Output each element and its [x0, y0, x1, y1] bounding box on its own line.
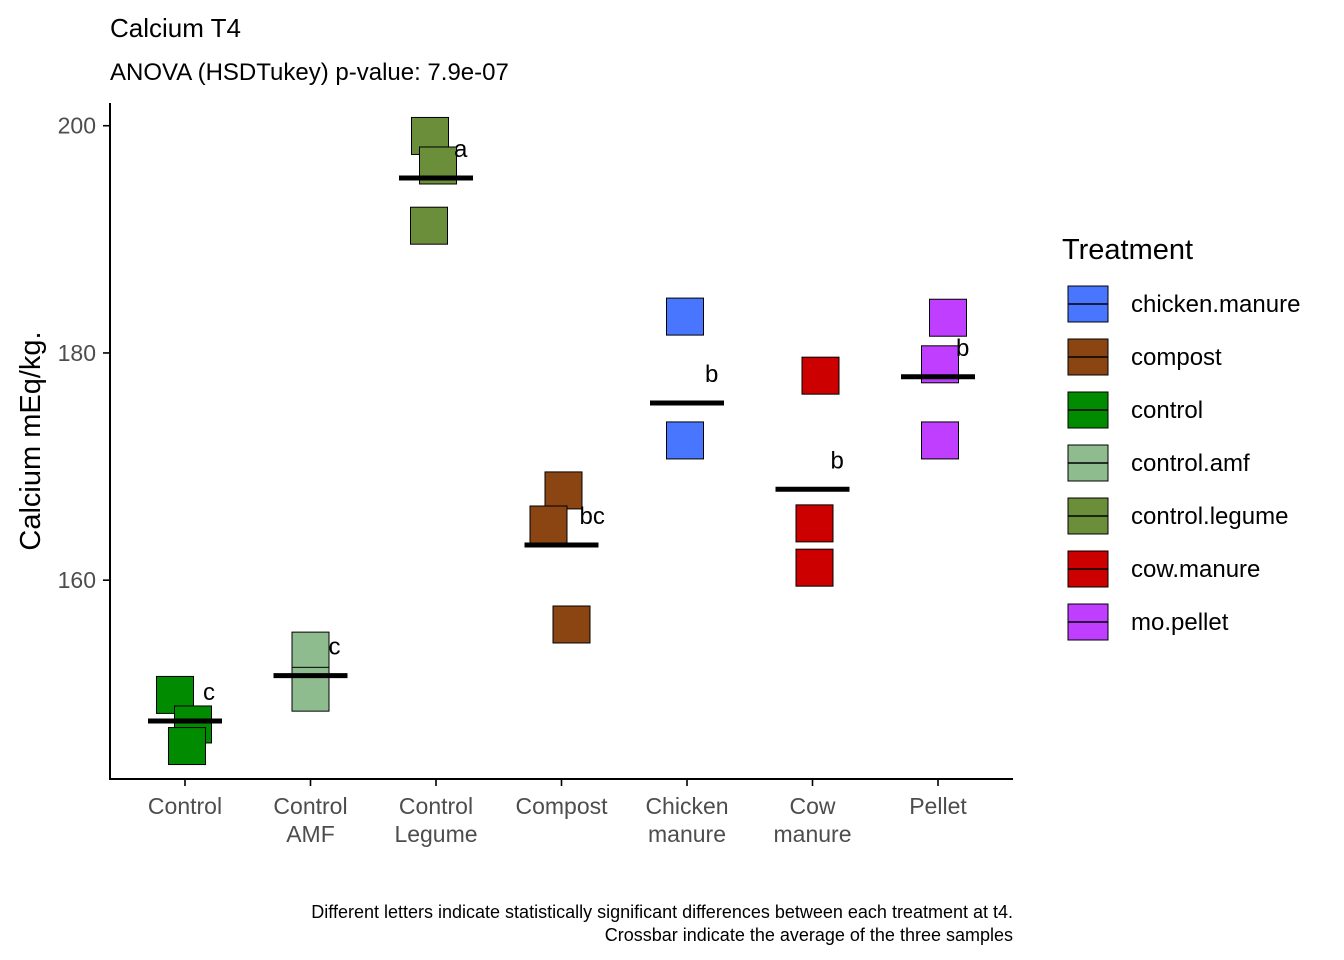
- significance-letter-mo.pellet: b: [956, 335, 969, 362]
- data-point-cow.manure: [801, 356, 840, 395]
- y-axis-label: Calcium mEq/kg.: [15, 331, 47, 550]
- data-point-control.amf: [291, 631, 330, 670]
- significance-letter-cow.manure: b: [831, 447, 844, 474]
- data-point-compost: [544, 471, 583, 510]
- legend-label: chicken.manure: [1131, 291, 1300, 318]
- legend-label: compost: [1131, 344, 1222, 371]
- x-tick-label: Control: [399, 793, 473, 819]
- x-tick-label: Chicken: [645, 793, 728, 819]
- x-tick-label: Compost: [515, 793, 608, 819]
- data-point-mo.pellet: [921, 421, 959, 460]
- significance-letter-control.legume: a: [454, 136, 468, 163]
- data-point-control.legume: [410, 206, 448, 245]
- x-tick-label: Pellet: [909, 793, 967, 819]
- x-tick-label: Control: [148, 793, 222, 819]
- caption-line: Different letters indicate statistically…: [311, 902, 1013, 922]
- data-point-control.amf: [291, 673, 330, 712]
- legend-label: control.amf: [1131, 450, 1250, 477]
- data-point-chicken.manure: [666, 421, 704, 460]
- significance-letter-control.amf: c: [329, 634, 341, 661]
- legend-label: cow.manure: [1131, 556, 1260, 583]
- y-tick-label: 200: [58, 113, 96, 139]
- chart-title: Calcium T4: [110, 13, 241, 43]
- chart-subtitle: ANOVA (HSDTukey) p-value: 7.9e-07: [110, 59, 509, 86]
- significance-letter-chicken.manure: b: [705, 361, 718, 388]
- data-point-chicken.manure: [666, 297, 704, 336]
- data-point-compost: [552, 605, 591, 644]
- x-tick-label: AMF: [286, 821, 335, 847]
- x-tick-label: manure: [648, 821, 726, 847]
- significance-letter-control: c: [203, 679, 215, 706]
- data-point-control: [168, 727, 206, 766]
- x-tick-label: manure: [774, 821, 852, 847]
- x-tick-label: Legume: [394, 821, 477, 847]
- data-point-mo.pellet: [929, 298, 967, 337]
- data-point-compost: [529, 505, 568, 544]
- caption: Different letters indicate statistically…: [311, 902, 1013, 945]
- y-tick-label: 180: [58, 340, 96, 366]
- y-tick-label: 160: [58, 567, 96, 593]
- data-point-cow.manure: [795, 548, 834, 587]
- legend-label: control.legume: [1131, 503, 1288, 530]
- significance-letter-compost: bc: [580, 503, 605, 530]
- legend-label: control: [1131, 397, 1203, 424]
- x-tick-label: Cow: [789, 793, 835, 819]
- legend-label: mo.pellet: [1131, 609, 1229, 636]
- plot-area: c c a bc b b b: [148, 116, 975, 766]
- caption-line: Crossbar indicate the average of the thr…: [605, 925, 1013, 945]
- data-point-cow.manure: [795, 504, 834, 543]
- legend-title: Treatment: [1062, 234, 1193, 266]
- x-tick-label: Control: [273, 793, 347, 819]
- legend: Treatment chicken.manure compost control co…: [1062, 234, 1300, 641]
